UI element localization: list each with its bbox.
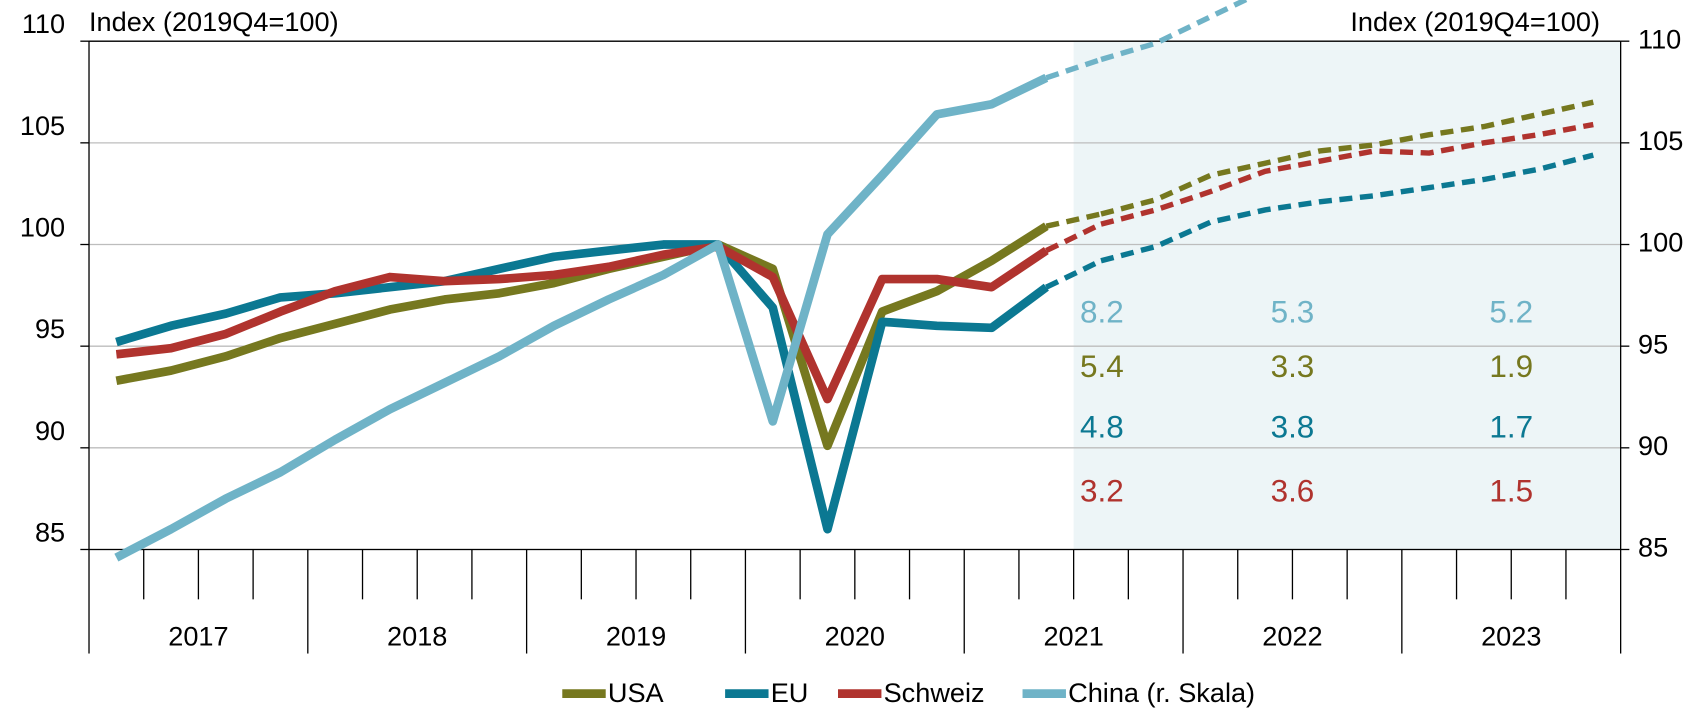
growth-label: 5.4 — [1080, 349, 1124, 384]
y2-tick-label: 95 — [1638, 328, 1668, 359]
series-line — [115, 242, 1049, 404]
y-tick-label: 100 — [20, 212, 65, 243]
y-tick-label: 85 — [35, 516, 65, 547]
forecast-connector — [1045, 56, 1102, 81]
y2-tick-label: 90 — [1638, 430, 1668, 461]
forecast-line — [1100, 99, 1594, 217]
growth-label: 8.2 — [1080, 295, 1124, 330]
y-tick-label: 110 — [22, 8, 65, 39]
series-line — [115, 240, 1049, 534]
series-line — [115, 222, 1049, 451]
growth-label: 5.2 — [1489, 295, 1533, 330]
growth-label: 3.8 — [1271, 410, 1315, 445]
growth-label: 3.2 — [1080, 473, 1124, 508]
growth-label: 1.5 — [1489, 473, 1533, 508]
legend-label: EU — [771, 677, 809, 708]
legend-label: USA — [608, 677, 665, 708]
forecast-line — [1100, 121, 1594, 227]
x-tick-label: 2020 — [825, 621, 885, 652]
forecast-line — [1100, 152, 1594, 264]
x-tick-label: 2022 — [1262, 621, 1322, 652]
y-axis-label: Index (2019Q4=100) — [89, 6, 339, 37]
forecast-connector — [1045, 258, 1103, 290]
y2-tick-label: 100 — [1638, 227, 1683, 258]
y-tick-label: 105 — [20, 110, 65, 141]
y-tick-label: 95 — [35, 313, 65, 344]
y2-tick-label: 110 — [1638, 23, 1681, 54]
growth-label: 5.3 — [1271, 295, 1315, 330]
growth-label: 4.8 — [1080, 410, 1124, 445]
y2-tick-label: 85 — [1638, 532, 1668, 563]
plot-root: Index (2019Q4=100) Index (2019Q4=100) 85… — [20, 0, 1683, 708]
forecast-connector — [1045, 221, 1103, 254]
series-line — [114, 73, 1049, 562]
growth-label: 3.6 — [1271, 473, 1315, 508]
y2-tick-label: 105 — [1638, 125, 1683, 156]
forecast-line — [1100, 0, 1252, 63]
forecast-connector — [1045, 211, 1102, 229]
x-tick-label: 2019 — [606, 621, 666, 652]
growth-label: 1.7 — [1489, 410, 1533, 445]
y2-axis-label: Index (2019Q4=100) — [1350, 6, 1600, 37]
x-tick-label: 2018 — [387, 621, 447, 652]
x-tick-label: 2017 — [168, 621, 228, 652]
growth-label: 1.9 — [1489, 349, 1533, 384]
legend-label: Schweiz — [884, 677, 985, 708]
legend-label: China (r. Skala) — [1068, 677, 1255, 708]
growth-label: 3.3 — [1271, 349, 1315, 384]
y-tick-label: 90 — [35, 415, 65, 446]
forecast-area — [1073, 41, 1621, 550]
x-tick-label: 2021 — [1043, 621, 1103, 652]
x-tick-label: 2023 — [1481, 621, 1541, 652]
